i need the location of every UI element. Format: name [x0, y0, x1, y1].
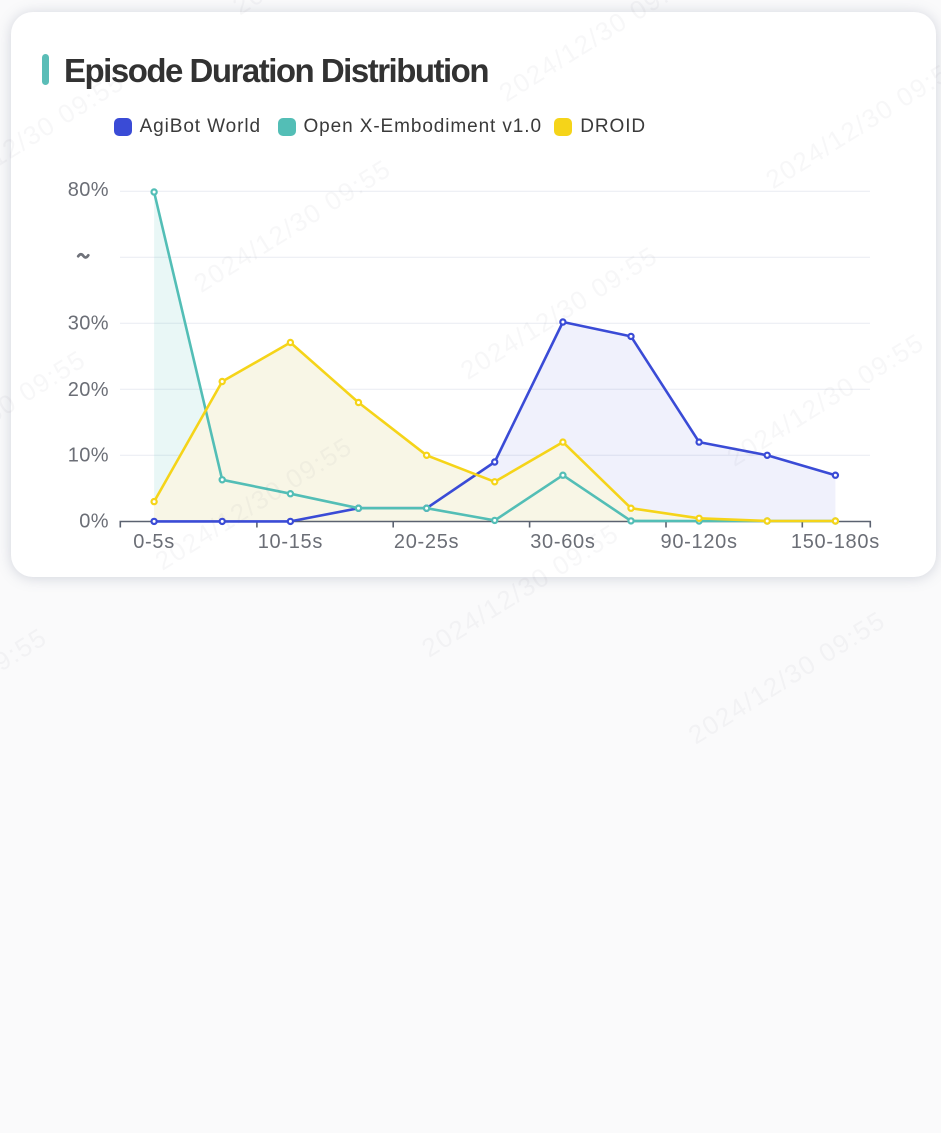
- svg-text:80%: 80%: [68, 179, 109, 201]
- svg-text:30%: 30%: [68, 313, 109, 335]
- svg-text:150-180s: 150-180s: [791, 531, 880, 553]
- svg-text:0-5s: 0-5s: [133, 531, 175, 553]
- svg-text:20-25s: 20-25s: [394, 531, 459, 553]
- svg-text:90-120s: 90-120s: [661, 531, 738, 553]
- svg-text:10-15s: 10-15s: [258, 531, 323, 553]
- svg-text:0%: 0%: [79, 511, 109, 533]
- svg-text:10%: 10%: [68, 444, 109, 466]
- svg-text:30-60s: 30-60s: [530, 531, 595, 553]
- svg-text:20%: 20%: [68, 379, 109, 401]
